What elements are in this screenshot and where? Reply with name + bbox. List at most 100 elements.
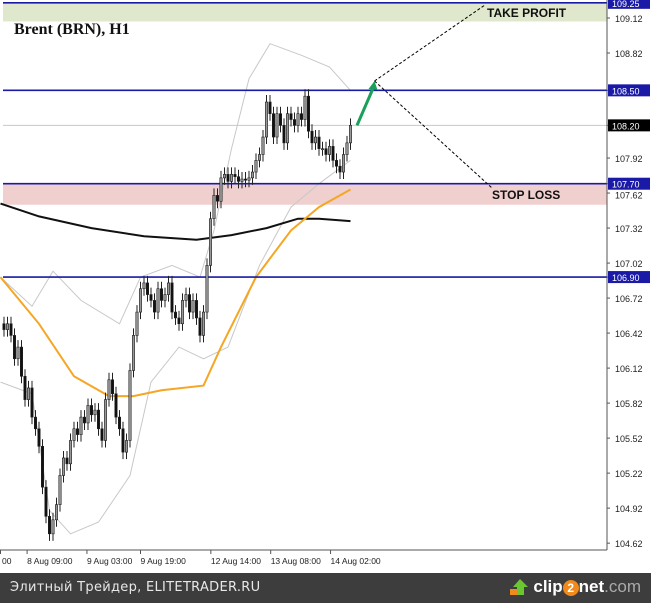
y-tick-label: 107.62 bbox=[615, 191, 643, 201]
candle bbox=[299, 113, 303, 120]
footer-bar: Элитный Трейдер, ELITETRADER.RU clip 2 net… bbox=[0, 573, 651, 603]
price-badge-label: 109.25 bbox=[612, 0, 640, 9]
candle bbox=[282, 125, 286, 144]
candle bbox=[202, 311, 206, 336]
candle bbox=[54, 504, 58, 521]
take-profit-label: TAKE PROFIT bbox=[487, 6, 567, 20]
candle bbox=[83, 416, 87, 424]
candle bbox=[146, 282, 150, 295]
candle bbox=[209, 218, 213, 266]
candle bbox=[271, 113, 275, 138]
candle bbox=[216, 195, 220, 202]
candle bbox=[114, 393, 118, 418]
candle bbox=[111, 379, 115, 395]
candle bbox=[153, 300, 157, 313]
candle bbox=[327, 146, 331, 155]
candle bbox=[184, 294, 188, 301]
candle bbox=[163, 294, 167, 301]
candle bbox=[254, 160, 258, 173]
candle bbox=[30, 387, 34, 418]
candle bbox=[174, 311, 178, 319]
x-tick-label: 13 Aug 08:00 bbox=[271, 556, 321, 566]
candle bbox=[16, 346, 20, 360]
candle bbox=[90, 405, 94, 416]
candle bbox=[268, 101, 272, 114]
candle bbox=[104, 399, 108, 441]
candle bbox=[324, 148, 328, 155]
candle bbox=[198, 317, 202, 336]
candle bbox=[6, 323, 10, 330]
y-tick-label: 106.72 bbox=[615, 294, 643, 304]
candle bbox=[240, 178, 244, 182]
candle bbox=[160, 288, 164, 301]
y-tick-label: 105.52 bbox=[615, 434, 643, 444]
x-tick-label: 00 bbox=[2, 556, 12, 566]
candle bbox=[93, 409, 97, 416]
price-badge bbox=[608, 271, 650, 284]
candle bbox=[86, 405, 90, 424]
candle bbox=[44, 486, 48, 517]
candle bbox=[37, 428, 41, 447]
candle bbox=[244, 178, 248, 181]
candle bbox=[61, 457, 65, 476]
candle bbox=[289, 113, 293, 120]
candle bbox=[40, 445, 44, 488]
candle bbox=[69, 440, 73, 465]
x-tick-label: 9 Aug 03:00 bbox=[87, 556, 133, 566]
candle bbox=[247, 177, 251, 181]
y-tick-label: 107.92 bbox=[615, 154, 643, 164]
price-badge-label: 108.20 bbox=[612, 121, 640, 131]
candle bbox=[170, 282, 174, 313]
y-tick-label: 107.32 bbox=[615, 224, 643, 234]
candle bbox=[257, 154, 261, 161]
candle bbox=[341, 154, 345, 173]
candle bbox=[320, 148, 324, 151]
candle bbox=[167, 282, 171, 295]
candle bbox=[135, 311, 139, 336]
candle bbox=[195, 300, 199, 319]
candle bbox=[331, 146, 335, 161]
candle bbox=[251, 171, 255, 179]
candle bbox=[128, 370, 132, 441]
candle bbox=[177, 317, 181, 325]
price-badge-label: 107.70 bbox=[612, 180, 640, 190]
ma-black-line bbox=[0, 202, 351, 241]
candle bbox=[264, 101, 268, 138]
candle bbox=[118, 416, 122, 430]
upload-arrow-icon bbox=[510, 579, 529, 595]
footer-caption: Элитный Трейдер, ELITETRADER.RU bbox=[10, 580, 261, 595]
candle bbox=[275, 113, 279, 138]
price-badge bbox=[608, 119, 650, 132]
take-profit-projection bbox=[374, 4, 486, 82]
x-tick-label: 9 Aug 19:00 bbox=[141, 556, 187, 566]
y-tick-label: 104.92 bbox=[615, 504, 643, 514]
candle bbox=[285, 113, 289, 144]
candle bbox=[51, 519, 55, 535]
candle bbox=[19, 346, 23, 377]
candle bbox=[219, 177, 223, 202]
candle bbox=[132, 335, 136, 371]
candle bbox=[348, 125, 352, 144]
candle bbox=[65, 457, 69, 465]
candle bbox=[149, 294, 153, 301]
candle bbox=[121, 428, 125, 453]
candle bbox=[296, 113, 300, 126]
candle bbox=[58, 475, 62, 505]
y-tick-label: 108.82 bbox=[615, 49, 643, 59]
candle bbox=[23, 375, 27, 400]
price-badge bbox=[608, 84, 650, 97]
candle bbox=[261, 136, 265, 155]
candle bbox=[188, 294, 192, 313]
stop-loss-label: STOP LOSS bbox=[492, 188, 560, 202]
candle bbox=[338, 165, 342, 173]
candle bbox=[72, 428, 76, 441]
candle bbox=[33, 416, 37, 430]
x-tick-label: 12 Aug 14:00 bbox=[211, 556, 261, 566]
x-tick-label: 8 Aug 09:00 bbox=[27, 556, 73, 566]
y-tick-label: 105.22 bbox=[615, 469, 643, 479]
y-tick-label: 106.12 bbox=[615, 364, 643, 374]
clip2net-logo: clip 2 net.com bbox=[509, 577, 641, 597]
candle bbox=[205, 265, 209, 313]
candle bbox=[2, 323, 6, 330]
candle bbox=[345, 142, 349, 155]
